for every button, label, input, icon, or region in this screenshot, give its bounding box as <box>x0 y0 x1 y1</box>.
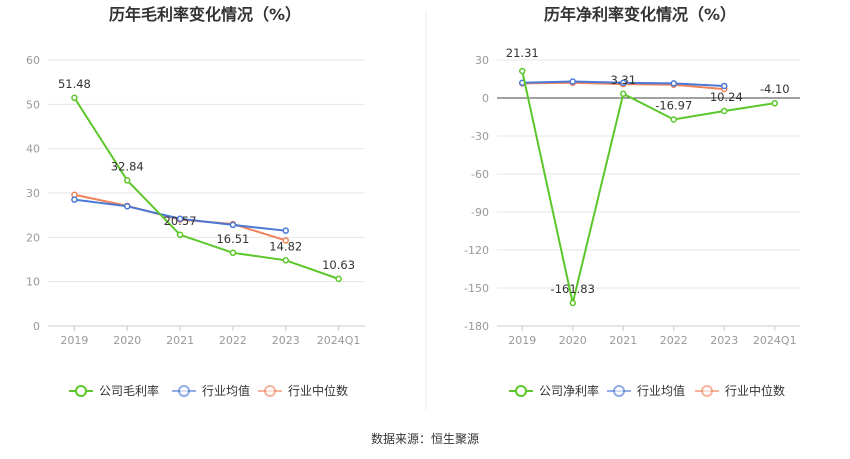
data-label: 3.31 <box>610 73 636 87</box>
legend-marker <box>75 385 87 397</box>
data-label: 16.51 <box>216 232 249 246</box>
y-tick-label: 0 <box>33 320 40 333</box>
legend-item[interactable]: 行业中位数 <box>695 383 785 398</box>
legend-label: 公司净利率 <box>539 383 599 398</box>
data-point <box>569 78 576 85</box>
data-point <box>282 257 289 264</box>
data-point <box>670 80 677 87</box>
x-tick-label: 2020 <box>113 334 141 347</box>
y-tick-label: -30 <box>471 130 489 143</box>
data-point <box>335 275 342 283</box>
data-point <box>229 249 237 257</box>
x-tick-label: 2023 <box>272 334 300 347</box>
legend-item[interactable]: 公司毛利率 <box>69 383 159 398</box>
data-point <box>519 67 526 75</box>
y-tick-label: 0 <box>482 92 489 105</box>
y-tick-label: -120 <box>464 244 489 257</box>
data-label: 10.63 <box>322 258 355 272</box>
data-point <box>620 90 627 98</box>
y-tick-label: 20 <box>26 231 40 244</box>
data-label: 20.57 <box>164 214 197 228</box>
y-tick-label: -60 <box>471 168 489 181</box>
data-point <box>176 215 184 222</box>
legend-label: 行业均值 <box>202 383 250 398</box>
y-tick-label: -150 <box>464 282 489 295</box>
legend-item[interactable]: 行业均值 <box>172 383 250 398</box>
data-label: -4.10 <box>760 82 790 96</box>
data-label: 14.82 <box>269 239 302 253</box>
data-source-note: 数据来源：恒生聚源 <box>370 432 479 446</box>
x-tick-label: 2019 <box>508 334 536 347</box>
x-tick-label: 2024Q1 <box>317 334 361 347</box>
legend-marker <box>701 385 713 397</box>
y-tick-label: 30 <box>26 187 40 200</box>
legend-item[interactable]: 公司净利率 <box>509 383 599 398</box>
y-tick-label: 40 <box>26 143 40 156</box>
y-tick-label: 10 <box>26 276 40 289</box>
data-label: -10.24 <box>706 90 743 104</box>
legend-label: 行业中位数 <box>288 383 348 398</box>
data-point <box>124 177 131 184</box>
chart-title: 历年净利率变化情况（%） <box>544 5 736 24</box>
y-tick-label: 60 <box>26 54 40 67</box>
chart-title: 历年毛利率变化情况（%） <box>109 5 301 24</box>
y-tick-label: -180 <box>464 320 489 333</box>
legend-label: 公司毛利率 <box>99 383 159 398</box>
y-tick-label: -90 <box>471 206 489 219</box>
x-tick-label: 2021 <box>609 334 637 347</box>
x-tick-label: 2019 <box>60 334 88 347</box>
series-line <box>73 97 339 280</box>
y-tick-label: 30 <box>475 54 489 67</box>
legend-label: 行业均值 <box>637 383 685 398</box>
data-point <box>620 79 627 87</box>
data-point <box>71 94 78 102</box>
data-label: -16.97 <box>655 98 692 112</box>
legend-marker <box>178 385 190 397</box>
legend-label: 行业中位数 <box>725 383 785 398</box>
gross-margin-chart: 历年毛利率变化情况（%） 0 10 20 30 40 50 60 2019 2020 2021 202… <box>26 5 365 398</box>
data-point <box>176 231 184 239</box>
data-label: -161.83 <box>551 282 595 296</box>
legend-marker <box>613 385 625 397</box>
data-point <box>71 196 78 203</box>
legend-marker <box>515 385 527 397</box>
legend-item[interactable]: 行业均值 <box>607 383 685 398</box>
x-tick-label: 2023 <box>710 334 738 347</box>
data-label: 32.84 <box>111 159 144 173</box>
data-point <box>124 203 131 210</box>
series-line <box>521 70 775 304</box>
x-tick-label: 2021 <box>166 334 194 347</box>
data-point <box>670 116 677 123</box>
data-label: 21.31 <box>506 46 539 60</box>
legend-marker <box>264 385 276 397</box>
data-point <box>282 227 289 234</box>
data-point <box>229 221 237 229</box>
data-label: 51.48 <box>58 77 91 91</box>
data-point <box>721 107 728 115</box>
x-tick-label: 2022 <box>660 334 688 347</box>
data-point <box>771 99 778 107</box>
data-point <box>282 237 289 244</box>
net-margin-chart: 历年净利率变化情况（%） 30 0 -30 -60 -90 -120 -150 -180 2019… <box>464 5 800 398</box>
y-tick-label: 50 <box>26 98 40 111</box>
data-point <box>569 299 576 307</box>
x-tick-label: 2020 <box>559 334 587 347</box>
legend-item[interactable]: 行业中位数 <box>258 383 348 398</box>
data-point <box>721 82 728 90</box>
x-tick-label: 2022 <box>219 334 247 347</box>
x-tick-label: 2024Q1 <box>753 334 797 347</box>
